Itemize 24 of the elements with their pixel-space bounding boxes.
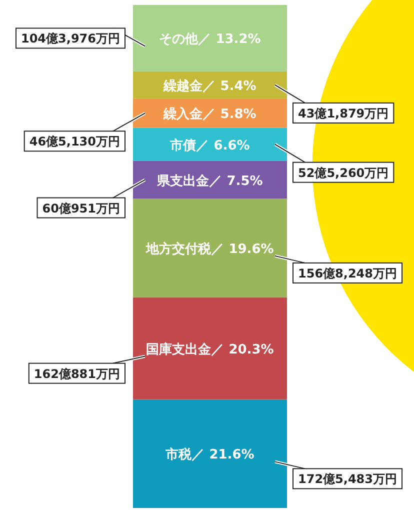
series-label: 市税 bbox=[164, 446, 193, 463]
text: 46億5,130万円 bbox=[29, 134, 120, 149]
series-label: 市債 bbox=[169, 137, 196, 154]
data-label: ／ 13.2% bbox=[198, 32, 261, 48]
text: 156億8,248万円 bbox=[298, 266, 398, 280]
series-label: 国庫支出金 bbox=[146, 341, 212, 358]
series-label: 県支出金 bbox=[156, 174, 210, 189]
data-label: ／ 21.6% bbox=[192, 448, 254, 463]
text: 43億1,879万円 bbox=[298, 106, 389, 120]
text: 52億5,260万円 bbox=[298, 166, 389, 180]
data-label: ／ 5.8% bbox=[202, 107, 256, 122]
series-label: 繰入金 bbox=[162, 106, 204, 122]
data-label: ／ 6.6% bbox=[196, 138, 250, 154]
data-label: ／ 7.5% bbox=[209, 174, 263, 189]
data-label: ／ 19.6% bbox=[211, 242, 274, 257]
data-label: ／ 20.3% bbox=[211, 342, 274, 358]
series-label: 繰越金 bbox=[162, 78, 204, 94]
text: 172億5,483万円 bbox=[298, 472, 398, 486]
text: 60億951万円 bbox=[42, 201, 120, 216]
series-label: 地方交付税 bbox=[145, 240, 212, 257]
series-label: その他 bbox=[159, 32, 200, 48]
text: 104億3,976万円 bbox=[20, 32, 120, 46]
text: 162億881万円 bbox=[34, 366, 120, 381]
data-label: ／ 5.4% bbox=[202, 78, 256, 94]
